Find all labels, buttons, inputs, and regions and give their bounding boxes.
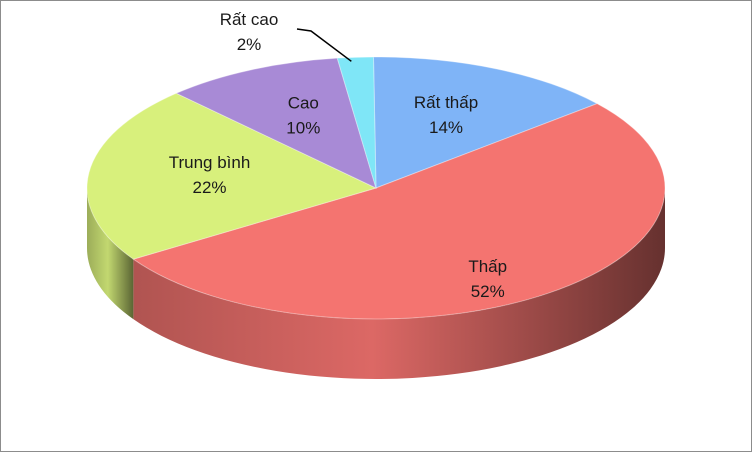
leader-line-rat-cao [296,28,352,62]
data-label-thap-percent: 52% [471,282,505,301]
data-label-rat-thap-category: Rất thấp [414,93,478,112]
pie-data-labels: Rất thấp 14% Thấp 52% Trung bình 22% Cao 10% Rất… [169,10,507,301]
data-label-rat-cao-category: Rất cao [220,10,279,29]
slice-side-trung-binh [87,188,134,320]
pie-slice-cao [175,57,377,189]
data-label-rat-thap-percent: 14% [429,118,463,137]
pie-slice-thap [132,103,666,320]
data-label-cao-category: Cao [288,94,319,113]
data-label-thap-category: Thấp [468,257,507,276]
pie-slice-trung-binh [86,92,378,260]
pie-slices [86,56,666,320]
data-label-cao-percent: 10% [286,119,320,138]
pie-3d-sides [87,188,665,379]
pie-slice-rat-cao [336,56,377,189]
data-label-trung-binh-percent: 22% [193,178,227,197]
data-label-rat-cao-percent: 2% [237,35,262,54]
slice-side-thap [133,188,665,379]
data-label-trung-binh-category: Trung bình [169,153,251,172]
pie-slice-rat-thap [372,56,599,189]
